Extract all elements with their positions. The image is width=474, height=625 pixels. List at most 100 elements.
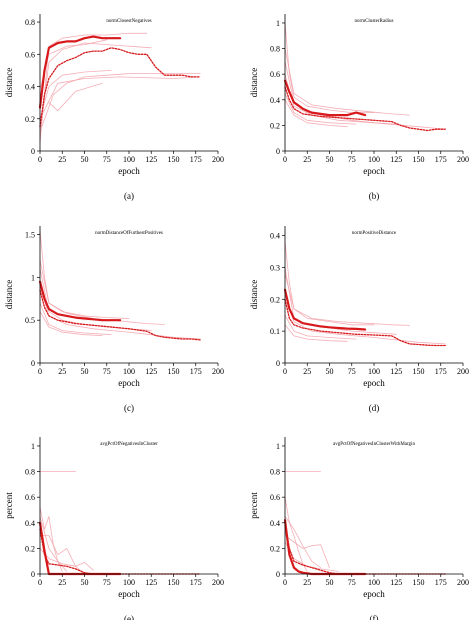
series-line-dotted <box>284 298 446 347</box>
x-axis-label: epoch <box>118 378 140 388</box>
series-line-faint <box>39 42 152 136</box>
y-tick-label: 0 <box>31 570 35 579</box>
x-tick-label: 175 <box>190 367 202 376</box>
x-tick-label: 75 <box>103 367 111 376</box>
series-line-faint <box>39 76 201 120</box>
y-axis-label: distance <box>4 68 14 98</box>
series-line-faint <box>284 73 446 130</box>
chart-title: normDistanceOfFurthestPositives <box>95 231 163 236</box>
x-tick-label: 25 <box>58 578 66 587</box>
series-line-faint <box>284 324 348 342</box>
series-line-faint <box>284 273 411 326</box>
series-line-faint <box>284 516 322 568</box>
x-tick-label: 75 <box>348 155 356 164</box>
series-line-faint <box>39 73 201 133</box>
x-tick-label: 200 <box>212 578 224 587</box>
series-line-faint <box>39 302 112 336</box>
series-line-faint <box>284 99 348 128</box>
x-tick-label: 0 <box>283 367 287 376</box>
x-tick-label: 100 <box>368 367 380 376</box>
x-tick-label: 100 <box>123 367 135 376</box>
y-tick-label: 0 <box>31 147 35 156</box>
y-tick-label: 1 <box>276 19 280 28</box>
y-tick-label: 1 <box>276 442 280 451</box>
y-axis-label: percent <box>4 492 14 519</box>
x-axis-label: epoch <box>363 378 385 388</box>
y-tick-label: 0.6 <box>270 493 280 502</box>
x-tick-label: 200 <box>457 155 469 164</box>
x-tick-label: 125 <box>390 155 402 164</box>
subplot-6: 0 25 50 75 100 125 150 175 200 0 0.2 0.4 0.6 0.8 1 avgP… <box>249 437 469 624</box>
subplot-caption: (e) <box>124 614 134 620</box>
subplot-2: 0 25 50 75 100 125 150 175 200 0 0.2 0.4 0.6 0.8 1 norm… <box>249 14 469 201</box>
x-tick-label: 50 <box>326 578 334 587</box>
series-line-faint <box>284 93 357 125</box>
chart-title: avgPctOfNegativesInClusterWithMargin <box>333 442 415 447</box>
x-tick-label: 150 <box>168 155 180 164</box>
y-tick-label: 0.2 <box>270 121 280 130</box>
y-tick-label: 1 <box>31 442 35 451</box>
subplot-1: 0 25 50 75 100 125 150 175 200 0 0.2 0.4 0.6 0.8 normC… <box>4 14 224 201</box>
x-tick-label: 175 <box>435 155 447 164</box>
subplot-3: 0 25 50 75 100 125 150 175 200 0 0.5 1 1.5 normDistan… <box>4 226 224 413</box>
x-axis-label: epoch <box>363 166 385 176</box>
subplot-5: 0 25 50 75 100 125 150 175 200 0 0.2 0.4 0.6 0.8 1 avgP… <box>4 437 224 624</box>
y-tick-label: 0 <box>276 359 280 368</box>
x-tick-label: 125 <box>145 155 157 164</box>
x-tick-label: 200 <box>212 367 224 376</box>
chart-title: normClusterRadius <box>355 19 394 24</box>
x-tick-label: 50 <box>81 578 89 587</box>
x-tick-label: 175 <box>435 578 447 587</box>
x-tick-label: 0 <box>38 578 42 587</box>
series-line-faint <box>284 48 411 116</box>
y-axis-label: percent <box>249 492 259 519</box>
x-tick-label: 150 <box>413 578 425 587</box>
x-tick-label: 25 <box>58 367 66 376</box>
x-tick-label: 0 <box>283 578 287 587</box>
series-line-faint <box>39 311 103 337</box>
series-line-faint <box>39 268 152 331</box>
y-tick-label: 0.8 <box>25 18 35 27</box>
x-tick-label: 75 <box>103 155 111 164</box>
series-line-thick <box>283 79 367 117</box>
series-line-faint <box>39 535 85 575</box>
x-tick-label: 50 <box>81 367 89 376</box>
x-tick-label: 75 <box>348 578 356 587</box>
x-tick-label: 200 <box>457 578 469 587</box>
subplot-caption: (c) <box>124 403 134 413</box>
x-tick-label: 25 <box>303 578 311 587</box>
x-tick-label: 100 <box>123 578 135 587</box>
series-line-faint <box>284 535 330 568</box>
series-line-faint <box>39 506 63 572</box>
x-tick-label: 200 <box>212 155 224 164</box>
x-tick-label: 125 <box>390 367 402 376</box>
x-axis-label: epoch <box>118 166 140 176</box>
x-tick-label: 125 <box>145 578 157 587</box>
y-tick-label: 1 <box>31 273 35 282</box>
y-tick-label: 0 <box>276 147 280 156</box>
series-line-faint <box>39 548 94 571</box>
x-tick-label: 100 <box>368 155 380 164</box>
y-axis-label: distance <box>249 68 259 98</box>
y-tick-label: 0.5 <box>25 316 35 325</box>
x-tick-label: 0 <box>283 155 287 164</box>
series-line-faint <box>48 82 103 112</box>
x-tick-label: 200 <box>457 367 469 376</box>
x-axis-label: epoch <box>118 589 140 599</box>
subplot-4: 0 25 50 75 100 125 150 175 200 0 0.1 0.2 0.3 0.4 normP… <box>249 226 469 413</box>
x-tick-label: 175 <box>435 367 447 376</box>
y-tick-label: 0.4 <box>270 96 280 105</box>
subplot-caption: (f) <box>370 614 379 620</box>
y-tick-label: 0.6 <box>25 50 35 59</box>
y-tick-label: 0.2 <box>270 544 280 553</box>
series-line-faint <box>39 229 130 319</box>
y-axis-label: distance <box>4 280 14 310</box>
series-line-faint <box>284 292 446 345</box>
series-line-thick <box>38 521 122 576</box>
x-tick-label: 125 <box>390 578 402 587</box>
y-tick-label: 0.8 <box>270 45 280 54</box>
y-tick-label: 0.1 <box>270 327 280 336</box>
chart-title: normClosestNegatives <box>106 19 151 24</box>
x-tick-label: 25 <box>58 155 66 164</box>
